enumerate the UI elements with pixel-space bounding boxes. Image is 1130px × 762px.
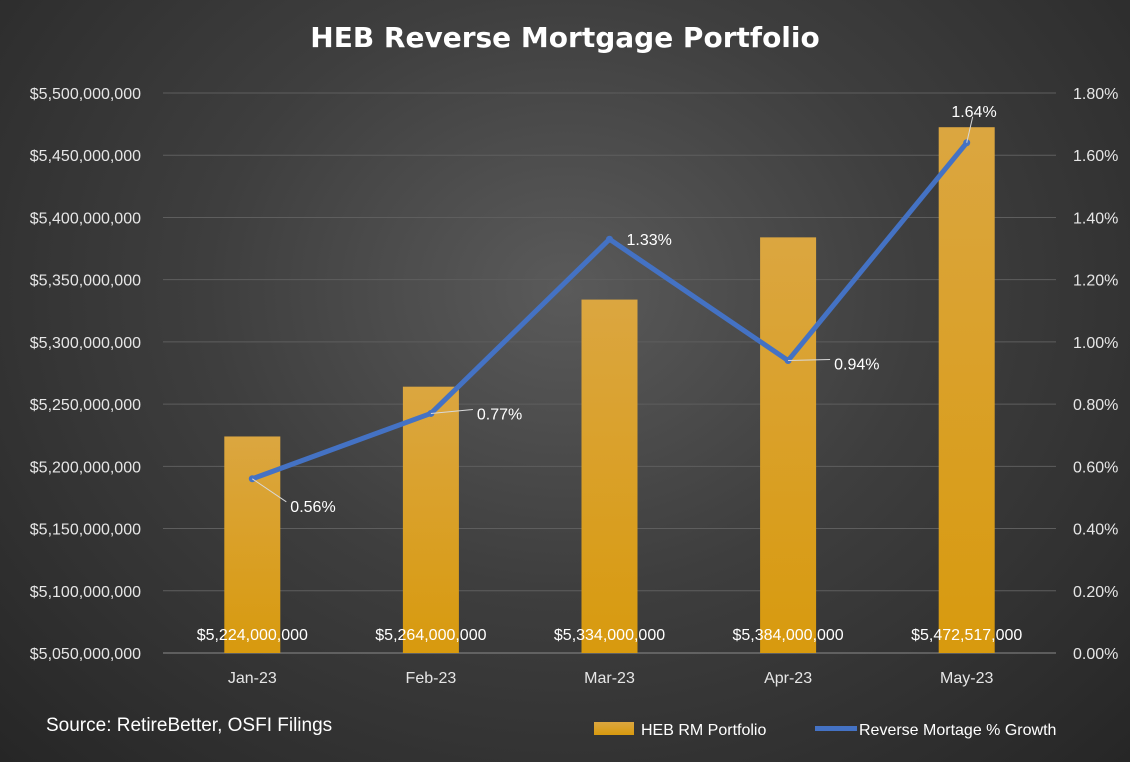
right-axis: 0.00% 0.20% 0.40% 0.60% 0.80% 1.00% 1.20% 1.40%… <box>1073 86 1118 663</box>
right-tick-label: 0.00% <box>1073 646 1118 663</box>
left-tick-label: $5,300,000,000 <box>30 335 141 352</box>
bar <box>402 386 459 653</box>
left-tick-label: $5,100,000,000 <box>30 584 141 601</box>
line-point <box>606 235 613 243</box>
bar <box>938 127 995 654</box>
bar-value-label: $5,264,000,000 <box>375 627 486 644</box>
line-value-label: 1.33% <box>627 232 672 249</box>
right-tick-label: 0.40% <box>1073 522 1118 539</box>
x-tick-label: Feb-23 <box>406 670 457 687</box>
bar-series: $5,224,000,000 $5,264,000,000 $5,334,000,0… <box>197 127 1022 654</box>
source-note: Source: RetireBetter, OSFI Filings <box>46 715 332 736</box>
x-tick-label: May-23 <box>940 670 993 687</box>
right-tick-label: 1.40% <box>1073 210 1118 227</box>
left-tick-label: $5,400,000,000 <box>30 210 141 227</box>
bar-value-label: $5,472,517,000 <box>911 627 1022 644</box>
right-tick-label: 0.60% <box>1073 459 1118 476</box>
leader-line <box>252 478 287 503</box>
left-tick-label: $5,450,000,000 <box>30 148 141 165</box>
left-axis: $5,050,000,000 $5,100,000,000 $5,150,000,0… <box>30 86 141 663</box>
chart-title: HEB Reverse Mortgage Portfolio <box>310 21 819 54</box>
x-tick-label: Mar-23 <box>584 670 635 687</box>
bar-value-label: $5,224,000,000 <box>197 627 308 644</box>
legend: HEB RM Portfolio Reverse Mortage % Growt… <box>594 722 1056 739</box>
leader-line <box>430 408 473 414</box>
left-tick-label: $5,200,000,000 <box>30 459 141 476</box>
x-axis: Jan-23 Feb-23 Mar-23 Apr-23 May-23 <box>228 670 994 687</box>
right-tick-label: 1.20% <box>1073 273 1118 290</box>
right-tick-label: 0.80% <box>1073 397 1118 414</box>
right-tick-label: 1.80% <box>1073 86 1118 103</box>
right-tick-label: 0.20% <box>1073 584 1118 601</box>
legend-bar-label: HEB RM Portfolio <box>641 722 766 739</box>
left-tick-label: $5,350,000,000 <box>30 273 141 290</box>
line-series: 0.56% 0.77% 1.33% 0.94% 1.64% <box>248 104 997 516</box>
line-value-label: 1.64% <box>951 104 996 121</box>
legend-bar-swatch <box>594 722 634 735</box>
x-tick-label: Jan-23 <box>228 670 277 687</box>
bar-value-label: $5,384,000,000 <box>732 627 843 644</box>
bar <box>581 299 638 653</box>
left-tick-label: $5,500,000,000 <box>30 86 141 103</box>
bar-value-label: $5,334,000,000 <box>554 627 665 644</box>
right-tick-label: 1.60% <box>1073 148 1118 165</box>
leader-line <box>788 359 831 362</box>
left-tick-label: $5,150,000,000 <box>30 522 141 539</box>
left-tick-label: $5,250,000,000 <box>30 397 141 414</box>
legend-line-label: Reverse Mortage % Growth <box>859 722 1056 739</box>
left-tick-label: $5,050,000,000 <box>30 646 141 663</box>
leader-line <box>966 116 974 143</box>
line-value-label: 0.94% <box>834 357 879 374</box>
line-value-label: 0.77% <box>477 406 522 423</box>
right-tick-label: 1.00% <box>1073 335 1118 352</box>
bar <box>760 237 817 653</box>
line-value-label: 0.56% <box>290 499 335 516</box>
x-tick-label: Apr-23 <box>764 670 812 687</box>
